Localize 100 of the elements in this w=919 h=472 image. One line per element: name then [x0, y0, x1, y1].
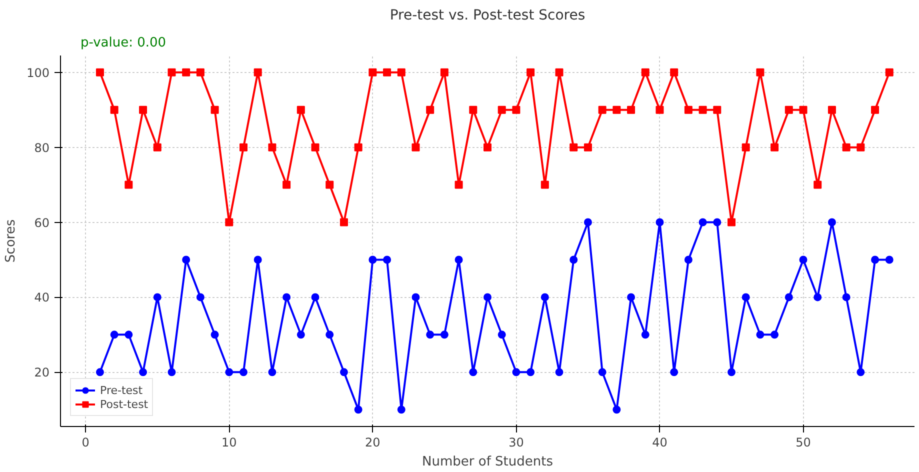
point	[742, 143, 750, 152]
point	[598, 368, 606, 376]
point	[656, 106, 664, 114]
point	[713, 218, 722, 226]
point	[153, 293, 162, 302]
point	[296, 106, 305, 114]
point	[627, 106, 636, 114]
point	[454, 180, 463, 189]
point	[282, 293, 291, 302]
point	[240, 143, 248, 152]
point	[412, 293, 420, 302]
point	[412, 143, 420, 152]
x-tick-label: 30	[508, 436, 524, 450]
point	[784, 106, 793, 114]
point	[570, 143, 578, 152]
legend-label: Post-test	[100, 397, 148, 411]
point	[454, 256, 463, 264]
point	[828, 106, 836, 114]
text: p-value: 0.00	[80, 36, 166, 50]
point	[742, 293, 750, 302]
point	[698, 106, 707, 114]
point	[182, 256, 190, 264]
point	[96, 68, 104, 76]
point	[153, 143, 162, 152]
point	[555, 368, 564, 376]
point	[885, 256, 894, 264]
point	[526, 368, 535, 376]
point	[612, 106, 621, 114]
point	[756, 330, 764, 339]
point	[871, 256, 880, 264]
point	[799, 256, 808, 264]
point	[469, 106, 478, 114]
point	[254, 256, 262, 264]
point	[354, 406, 362, 414]
point	[728, 218, 736, 226]
point	[96, 368, 104, 376]
point	[814, 180, 822, 189]
point	[268, 368, 276, 376]
point	[842, 293, 850, 302]
point	[397, 68, 406, 76]
point	[469, 368, 478, 376]
point	[498, 330, 506, 339]
point	[512, 368, 520, 376]
point	[383, 256, 392, 264]
point	[168, 68, 176, 76]
point	[828, 218, 836, 226]
point	[254, 68, 262, 76]
point	[182, 68, 190, 76]
point	[784, 293, 793, 302]
x-axis-title: Number of Students	[422, 454, 554, 470]
point	[440, 330, 448, 339]
point	[728, 368, 736, 376]
point	[770, 143, 779, 152]
x-tick-label: 0	[82, 436, 90, 450]
point	[210, 106, 219, 114]
chart-title: Pre-test vs. Post-test Scores	[390, 8, 586, 24]
y-axis-title: Scores	[4, 219, 19, 263]
point	[368, 68, 377, 76]
point	[397, 406, 406, 414]
y-tick-label: 60	[34, 216, 50, 230]
point	[598, 106, 606, 114]
point	[656, 218, 664, 226]
point	[124, 180, 133, 189]
point	[340, 368, 348, 376]
point	[498, 106, 506, 114]
y-tick-label: 20	[34, 366, 50, 380]
point	[698, 218, 707, 226]
point	[670, 68, 678, 76]
point	[168, 368, 176, 376]
point	[110, 106, 118, 114]
point	[240, 368, 248, 376]
point	[555, 68, 564, 76]
point	[426, 106, 434, 114]
point	[311, 143, 320, 152]
point	[756, 68, 764, 76]
point	[684, 106, 692, 114]
point	[282, 180, 291, 189]
point	[885, 68, 894, 76]
point	[326, 330, 334, 339]
point	[584, 218, 592, 226]
point	[641, 68, 650, 76]
point	[210, 330, 219, 339]
y-tick-label: 100	[26, 66, 50, 80]
point	[670, 368, 678, 376]
y-tick-label: 40	[34, 290, 50, 305]
point	[484, 143, 492, 152]
point	[570, 256, 578, 264]
point	[225, 218, 234, 226]
point	[540, 180, 549, 189]
point	[814, 293, 822, 302]
point	[871, 106, 880, 114]
point	[225, 368, 234, 376]
point	[426, 330, 434, 339]
point	[124, 330, 133, 339]
point	[340, 218, 348, 226]
point	[311, 293, 320, 302]
point	[799, 106, 808, 114]
point	[110, 330, 118, 339]
x-tick-label: 10	[222, 436, 237, 450]
point	[139, 368, 148, 376]
